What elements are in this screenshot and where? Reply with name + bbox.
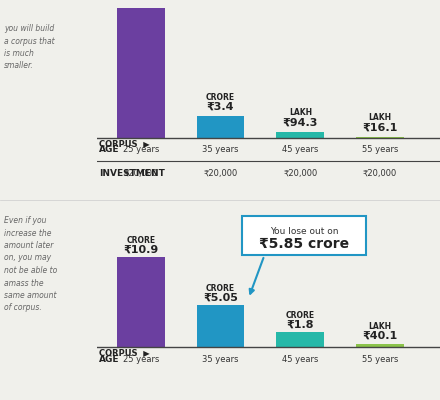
Text: 55 years: 55 years [362,145,398,154]
Text: ₹10.9: ₹10.9 [123,244,158,254]
Text: ₹3.4: ₹3.4 [207,102,234,112]
Text: 35 years: 35 years [202,145,239,154]
FancyBboxPatch shape [242,216,366,255]
Text: 45 years: 45 years [282,145,319,154]
Text: 35 years: 35 years [202,355,239,364]
Text: CORPUS  ▶: CORPUS ▶ [99,139,150,148]
Text: 55 years: 55 years [362,355,398,364]
Bar [117,0,165,138]
Text: ₹5.05: ₹5.05 [203,293,238,303]
Text: ₹20,000: ₹20,000 [124,169,158,178]
Text: 25 years: 25 years [122,145,159,154]
Bar [197,116,245,138]
Text: You lose out on: You lose out on [270,228,338,236]
Text: CRORE: CRORE [126,236,155,245]
Bar [356,136,404,138]
Text: 25 years: 25 years [122,355,159,364]
Text: ₹1.8: ₹1.8 [286,319,314,329]
Text: CORPUS  ▶: CORPUS ▶ [99,348,150,357]
Text: CRORE: CRORE [206,93,235,102]
Text: LAKH: LAKH [369,322,392,331]
Text: AGE: AGE [99,145,120,154]
Text: 45 years: 45 years [282,355,319,364]
Text: Even if you
increase the
amount later
on, you may
not be able to
amass the
same : Even if you increase the amount later on… [4,216,58,312]
Text: ₹20,000: ₹20,000 [363,169,397,178]
Text: LAKH: LAKH [369,113,392,122]
Text: INVESTMENT: INVESTMENT [99,169,165,178]
Text: you will build
a corpus that
is much
smaller.: you will build a corpus that is much sma… [4,24,55,70]
Text: ₹94.3: ₹94.3 [282,118,318,128]
Bar [276,332,324,347]
Text: ₹16.1: ₹16.1 [363,123,398,133]
Text: ₹5.85 crore: ₹5.85 crore [259,236,349,250]
Bar [356,344,404,347]
Bar [197,306,245,347]
Bar [276,132,324,138]
Text: AGE: AGE [99,355,120,364]
Bar [117,257,165,347]
Text: CRORE: CRORE [286,311,315,320]
Text: ₹20,000: ₹20,000 [203,169,238,178]
Text: ₹20,000: ₹20,000 [283,169,317,178]
Text: LAKH: LAKH [289,108,312,117]
Text: CRORE: CRORE [206,284,235,293]
Text: ₹40.1: ₹40.1 [363,331,398,341]
